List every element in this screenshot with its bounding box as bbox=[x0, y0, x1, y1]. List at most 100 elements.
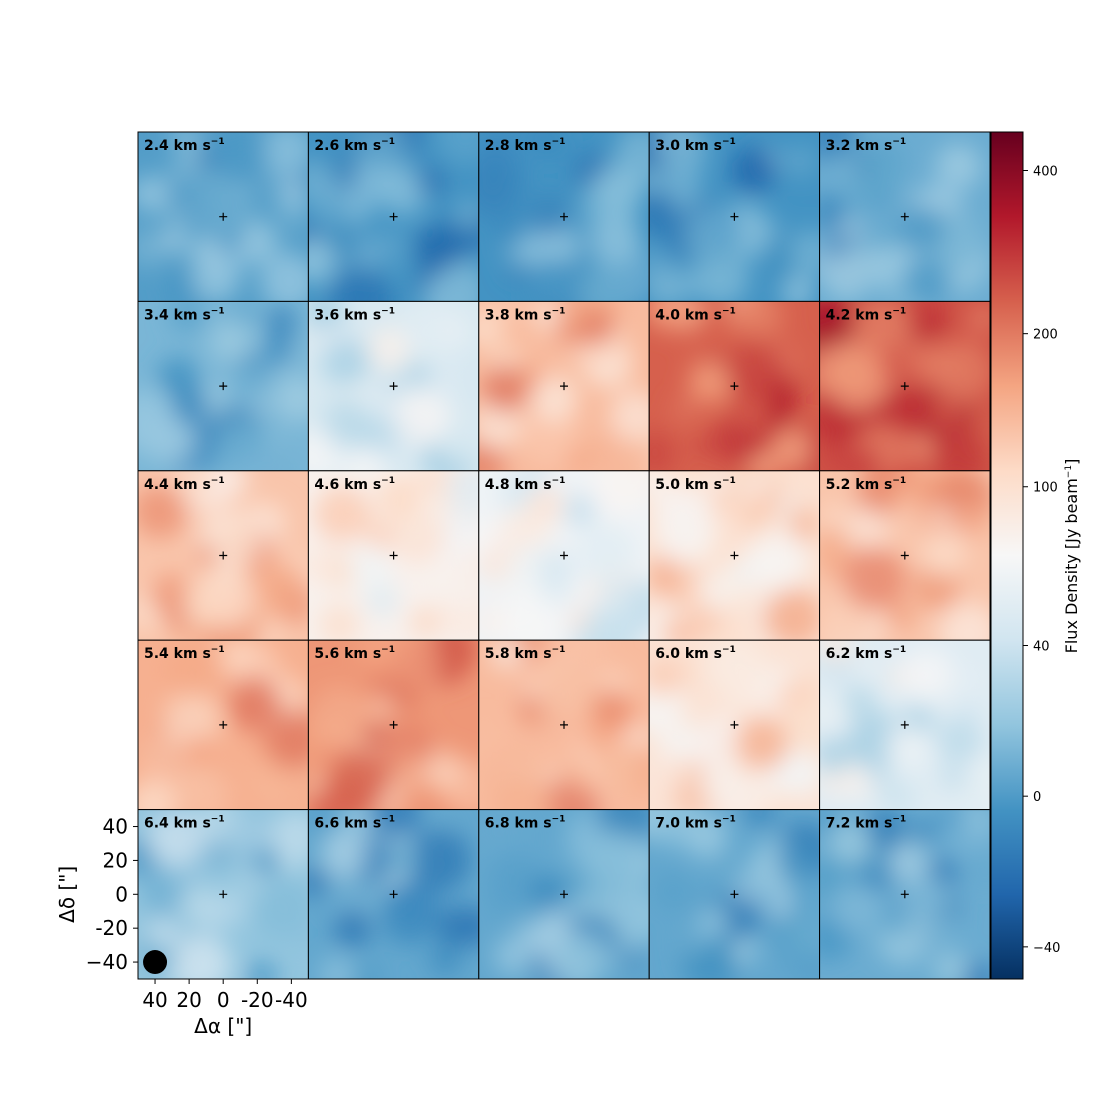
emission-texture bbox=[478, 301, 650, 471]
velocity-label: 5.8 km s−1 bbox=[485, 645, 566, 662]
center-marker bbox=[900, 890, 909, 899]
channel-panel: 4.4 km s−1 bbox=[137, 470, 309, 641]
beam-ellipse bbox=[143, 950, 168, 975]
emission-texture bbox=[478, 470, 650, 641]
center-marker bbox=[560, 720, 568, 729]
x-tick-label: -20 bbox=[241, 988, 274, 1012]
y-tick-label: 20 bbox=[103, 848, 128, 872]
channel-panel: 2.4 km s−1 bbox=[137, 131, 309, 302]
velocity-label: 6.6 km s−1 bbox=[314, 815, 395, 832]
velocity-label: 2.4 km s−1 bbox=[144, 137, 225, 154]
emission-texture bbox=[819, 809, 990, 979]
channel-panel: 3.6 km s−1 bbox=[307, 300, 480, 472]
velocity-label: 3.2 km s−1 bbox=[826, 137, 907, 154]
center-marker bbox=[730, 382, 739, 391]
center-marker bbox=[389, 382, 398, 391]
velocity-label: 6.8 km s−1 bbox=[485, 815, 566, 832]
center-marker bbox=[560, 551, 568, 560]
velocity-label: 6.2 km s−1 bbox=[826, 645, 907, 662]
emission-texture bbox=[308, 640, 479, 810]
emission-texture bbox=[308, 809, 479, 979]
velocity-label: 5.0 km s−1 bbox=[655, 476, 736, 493]
center-marker bbox=[560, 890, 568, 899]
channel-panel: 6.4 km s−1 bbox=[137, 809, 309, 980]
emission-texture bbox=[478, 132, 650, 302]
channel-panel: 5.4 km s−1 bbox=[137, 639, 309, 811]
channel-panel: 6.0 km s−1 bbox=[648, 639, 821, 811]
emission-texture bbox=[478, 809, 650, 979]
velocity-label: 3.8 km s−1 bbox=[485, 306, 566, 323]
channel-panel: 3.0 km s−1 bbox=[648, 131, 821, 302]
channel-panel: 4.6 km s−1 bbox=[307, 470, 480, 641]
channel-panels: 2.4 km s−1 2.6 km s−1 2.8 km s−1 3.0 km s−1… bbox=[137, 131, 991, 980]
velocity-label: 4.0 km s−1 bbox=[655, 306, 736, 323]
channel-panel: 5.0 km s−1 bbox=[648, 470, 821, 641]
emission-texture bbox=[819, 470, 990, 641]
velocity-label: 3.6 km s−1 bbox=[314, 306, 395, 323]
emission-texture bbox=[478, 640, 650, 810]
channel-panel: 5.8 km s−1 bbox=[478, 639, 650, 811]
y-axis-title: Δδ ["] bbox=[55, 866, 79, 923]
channel-panel: 6.6 km s−1 bbox=[307, 809, 480, 980]
colorbar-title: Flux Density [Jy beam−1] bbox=[1062, 459, 1081, 654]
center-marker bbox=[730, 890, 739, 899]
emission-texture bbox=[649, 132, 820, 302]
emission-texture bbox=[138, 640, 309, 810]
channel-panel: 2.6 km s−1 bbox=[307, 131, 480, 302]
colorbar-tick-label: 400 bbox=[1033, 165, 1058, 180]
velocity-label: 4.2 km s−1 bbox=[826, 306, 907, 323]
colorbar-tick-label: 40 bbox=[1033, 640, 1050, 655]
emission-texture bbox=[819, 132, 990, 302]
colorbar-tick-label: 200 bbox=[1033, 328, 1058, 343]
velocity-label: 2.8 km s−1 bbox=[485, 137, 566, 154]
emission-texture bbox=[649, 640, 820, 810]
velocity-label: 5.4 km s−1 bbox=[144, 645, 225, 662]
velocity-label: 6.4 km s−1 bbox=[144, 815, 225, 832]
emission-texture bbox=[819, 640, 990, 810]
channel-panel: 6.8 km s−1 bbox=[478, 809, 650, 980]
channel-panel: 4.0 km s−1 bbox=[648, 300, 821, 472]
colorbar-tick-label: 0 bbox=[1033, 790, 1041, 805]
velocity-label: 4.4 km s−1 bbox=[144, 476, 225, 493]
center-marker bbox=[900, 720, 909, 729]
channel-panel: 7.0 km s−1 bbox=[648, 809, 821, 980]
velocity-label: 7.0 km s−1 bbox=[655, 815, 736, 832]
emission-texture bbox=[308, 470, 479, 641]
emission-texture bbox=[649, 809, 820, 979]
colorbar-tick-label: 100 bbox=[1033, 481, 1058, 496]
velocity-label: 7.2 km s−1 bbox=[826, 815, 907, 832]
center-marker bbox=[900, 551, 909, 560]
emission-texture bbox=[308, 132, 479, 302]
center-marker bbox=[730, 720, 739, 729]
velocity-label: 4.6 km s−1 bbox=[314, 476, 395, 493]
center-marker bbox=[389, 720, 398, 729]
panel-frame bbox=[819, 809, 991, 980]
velocity-label: 4.8 km s−1 bbox=[485, 476, 566, 493]
emission-texture bbox=[649, 301, 820, 471]
center-marker bbox=[389, 890, 398, 899]
y-tick-label: 0 bbox=[115, 882, 128, 906]
channel-panel: 5.2 km s−1 bbox=[819, 470, 991, 641]
y-tick-label: −40 bbox=[86, 950, 128, 974]
emission-texture bbox=[138, 470, 309, 641]
x-tick-label: -40 bbox=[275, 988, 308, 1012]
center-marker bbox=[900, 382, 909, 391]
emission-texture bbox=[308, 301, 479, 471]
velocity-label: 3.4 km s−1 bbox=[144, 306, 225, 323]
x-tick-label: 20 bbox=[176, 988, 201, 1012]
emission-texture bbox=[138, 809, 309, 979]
center-marker bbox=[560, 382, 568, 391]
channel-panel: 3.2 km s−1 bbox=[819, 131, 991, 302]
center-marker bbox=[219, 212, 228, 221]
center-marker bbox=[560, 212, 568, 221]
channel-panel: 3.8 km s−1 bbox=[478, 300, 650, 472]
velocity-label: 5.2 km s−1 bbox=[826, 476, 907, 493]
emission-texture bbox=[138, 301, 309, 471]
center-marker bbox=[389, 551, 398, 560]
channel-panel: 6.2 km s−1 bbox=[819, 639, 991, 811]
y-tick-label: 40 bbox=[103, 815, 128, 839]
